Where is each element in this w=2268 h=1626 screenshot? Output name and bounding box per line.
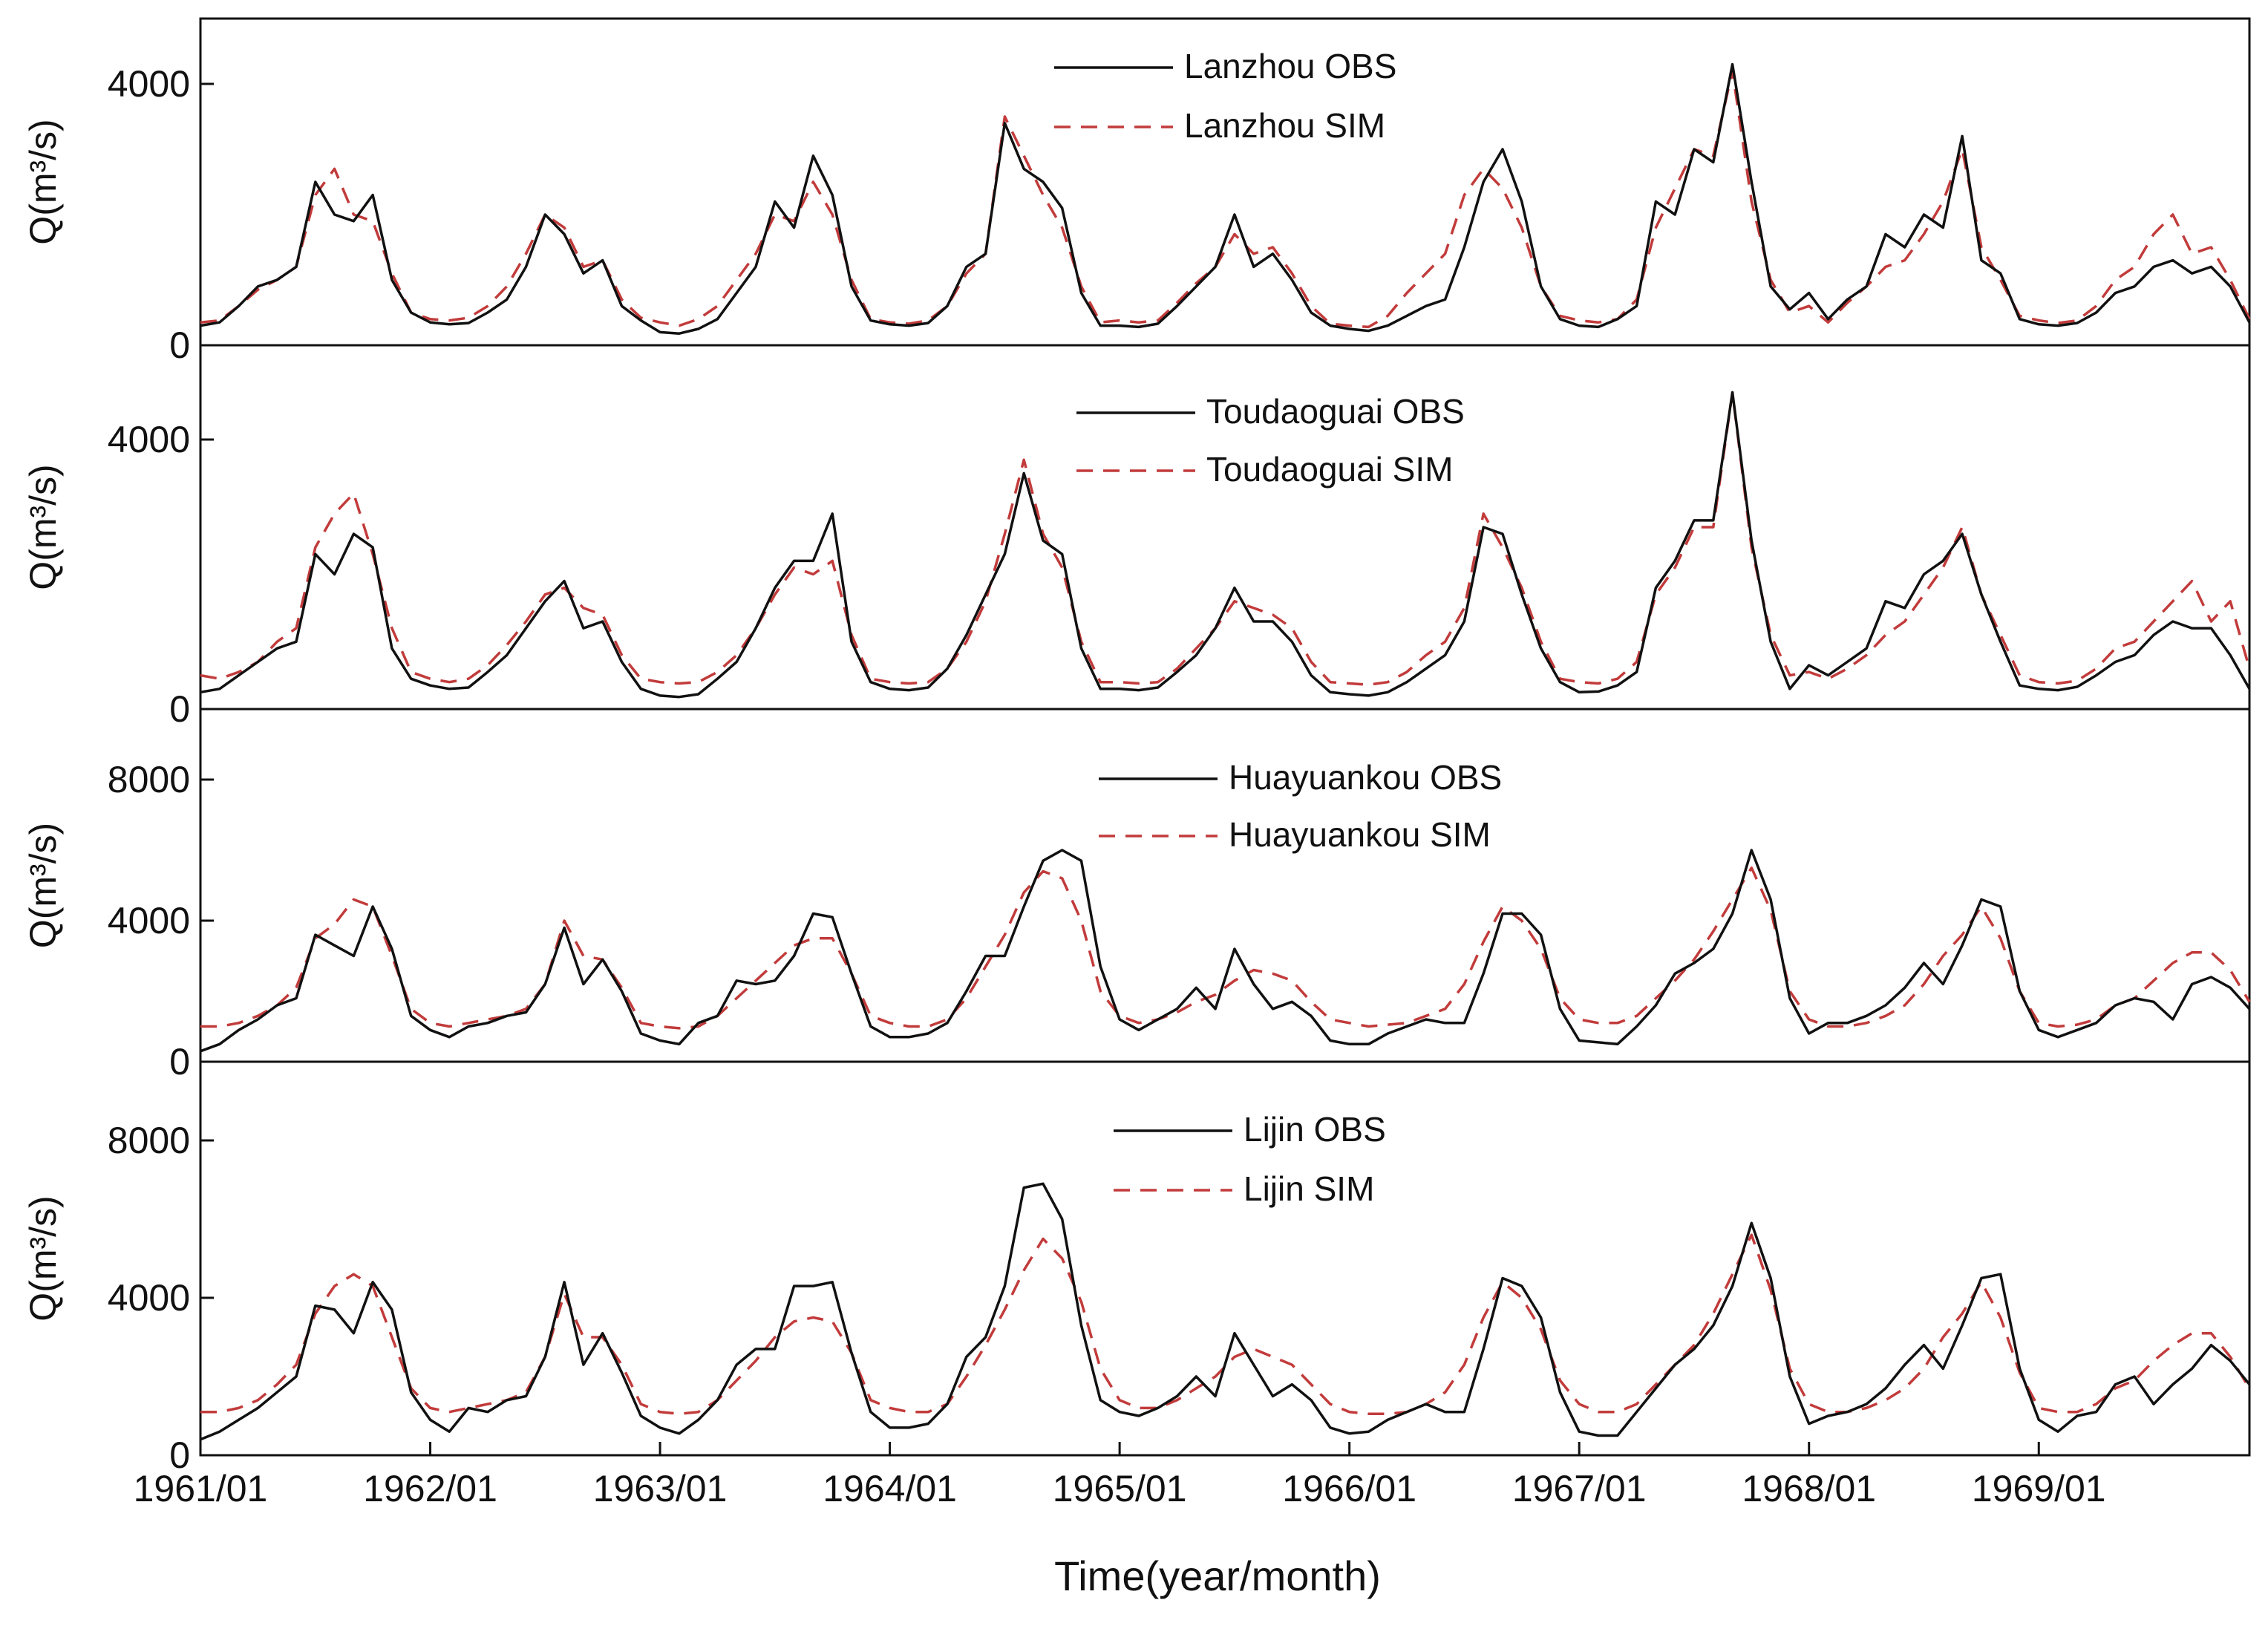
obs-series-line [200,62,2251,335]
sim-series-line [200,1233,2251,1416]
x-axis: 1961/01 1962/01 1963/01 1964/01 1965/01 1966/… [134,1442,2106,1509]
y-tick-label: 4000 [108,900,190,941]
y-axis-label: Q(m³/s) [22,464,64,590]
x-tick-label: 1963/01 [593,1468,728,1509]
obs-series-line [200,391,2251,699]
y-tick-label: 4000 [108,63,190,105]
x-tick-label: 1962/01 [363,1468,497,1509]
y-axis-label: Q(m³/s) [22,823,64,948]
legend-obs-label: Lanzhou OBS [1184,47,1396,85]
legend-sim-label: Lanzhou SIM [1184,106,1385,145]
legend: Huayuankou OBS Huayuankou SIM [1099,758,1502,854]
y-tick-label: 4000 [108,419,190,460]
legend-sim-label: Toudaoguai SIM [1206,450,1453,489]
panel-frame [199,708,2251,1063]
x-tick-label: 1964/01 [823,1468,957,1509]
legend-sim-label: Lijin SIM [1244,1169,1374,1208]
x-tick-label: 1969/01 [1972,1468,2106,1509]
legend-obs-label: Huayuankou OBS [1229,758,1502,797]
y-tick-label: 0 [169,1041,190,1083]
panel-lanzhou: 0 4000 Q(m³/s) Lanzhou OBS Lanzhou SIM [22,17,2251,366]
legend: Lanzhou OBS Lanzhou SIM [1054,47,1396,145]
legend-obs-label: Toudaoguai OBS [1206,392,1465,431]
obs-series-line [200,849,2251,1053]
x-tick-label: 1961/01 [134,1468,268,1509]
x-tick-label: 1967/01 [1512,1468,1647,1509]
y-tick-label: 4000 [108,1277,190,1319]
legend-sim-label: Huayuankou SIM [1229,815,1491,854]
y-tick-label: 8000 [108,1120,190,1161]
sim-series-line [200,866,2251,1030]
panel-lijin: 0 4000 8000 Q(m³/s) Lijin OBS Lijin SIM [22,1060,2251,1476]
y-tick-label: 0 [169,324,190,366]
x-tick-label: 1968/01 [1742,1468,1876,1509]
sim-series-line [200,391,2251,687]
legend: Toudaoguai OBS Toudaoguai SIM [1076,392,1465,489]
panel-frame [199,1060,2251,1457]
legend-obs-label: Lijin OBS [1244,1110,1386,1149]
y-tick-label: 0 [169,1434,190,1476]
y-tick-label: 8000 [108,759,190,800]
panel-toudaoguai: 0 4000 Q(m³/s) Toudaoguai OBS Toudaoguai SIM [22,344,2251,730]
x-axis-label: Time(year/month) [1054,1552,1381,1599]
x-tick-label: 1965/01 [1053,1468,1187,1509]
y-tick-label: 0 [169,688,190,730]
y-axis-label: Q(m³/s) [22,1195,64,1321]
legend: Lijin OBS Lijin SIM [1114,1110,1386,1208]
x-tick-label: 1966/01 [1282,1468,1416,1509]
y-axis-label: Q(m³/s) [22,119,64,244]
obs-series-line [200,1182,2251,1441]
panels-layer: 0 4000 Q(m³/s) Lanzhou OBS Lanzhou SIM 0 4000 Q… [22,17,2251,1476]
